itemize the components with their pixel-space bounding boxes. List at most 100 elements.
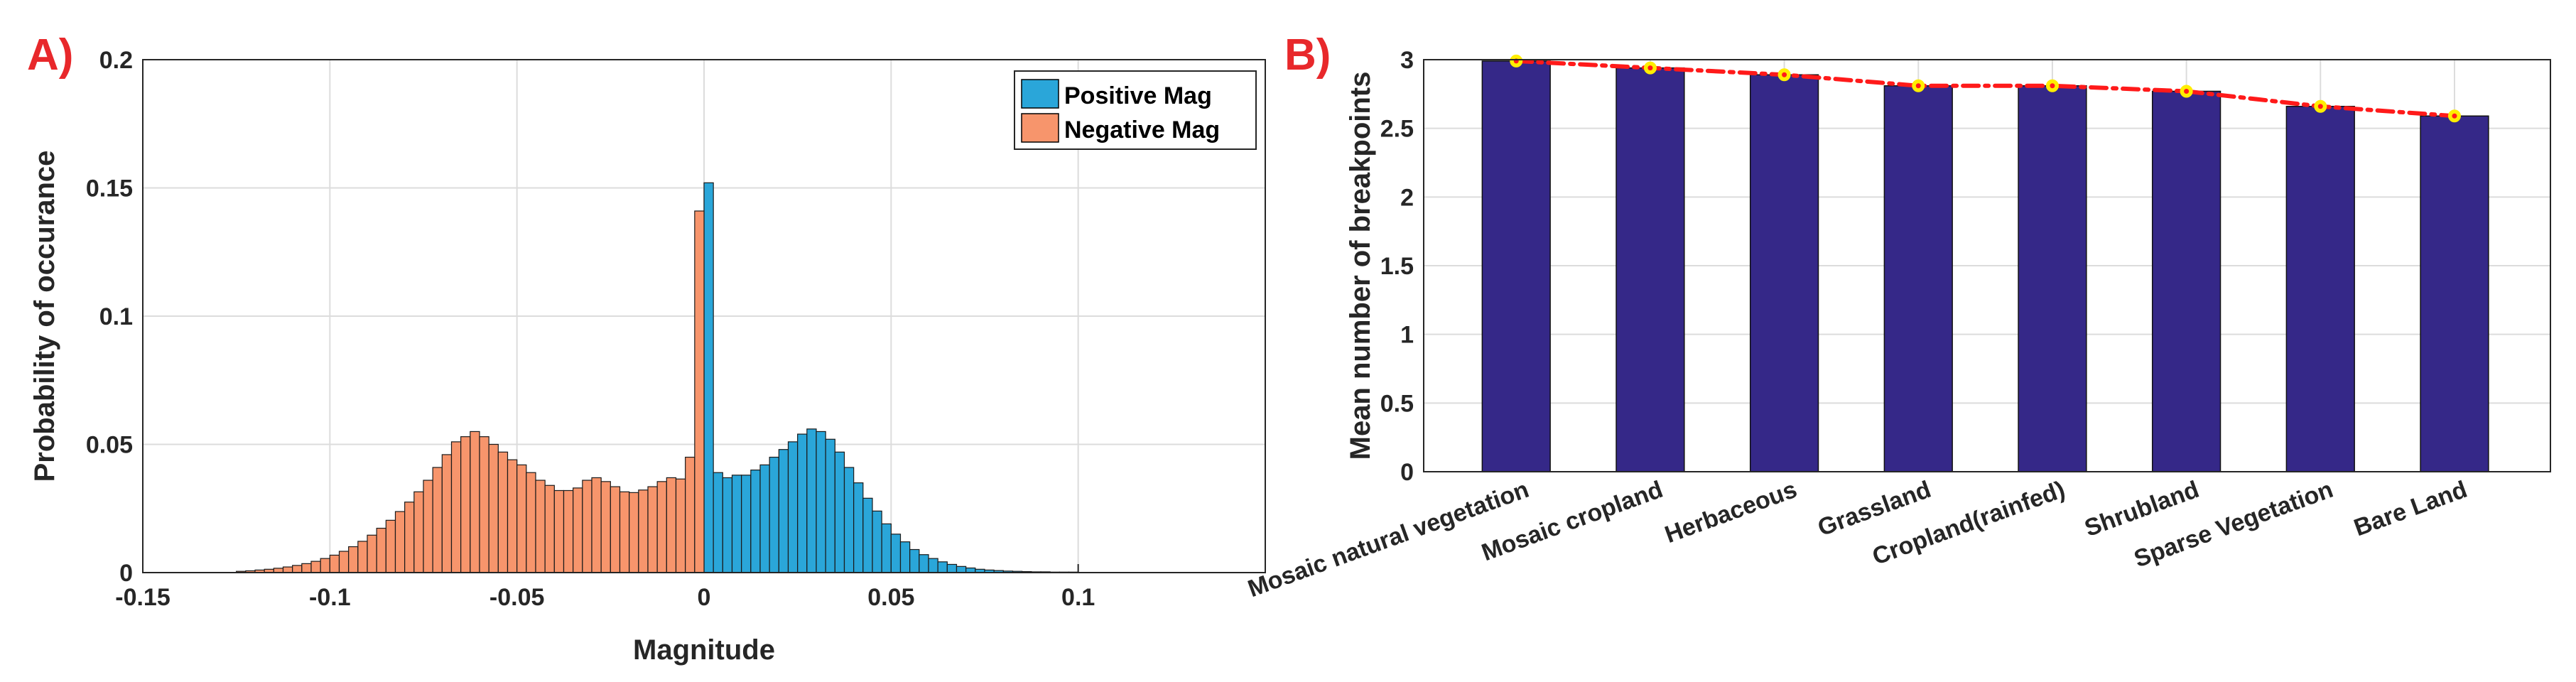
negative-mag-bar xyxy=(441,454,453,573)
panel-a-tick-labels: -0.15 -0.1 -0.05 0 0.05 0.1 0 0.05 0.1 0.15 0.2 xyxy=(86,47,1095,611)
negative-mag-bar xyxy=(460,436,471,573)
positive-mag-bar xyxy=(750,469,761,573)
panel-a-x-tick-label: 0.05 xyxy=(867,584,914,611)
negative-mag-bar xyxy=(694,210,705,573)
panel-a-legend: Positive Mag Negative Mag xyxy=(1014,70,1257,150)
panel-b-y-tick-label: 0 xyxy=(1400,459,1414,486)
negative-mag-bar xyxy=(292,565,303,573)
trend-marker-center xyxy=(1782,72,1787,77)
negative-mag-bar xyxy=(582,480,592,573)
panel-a-x-tick-label: 0 xyxy=(698,584,711,611)
positive-mag-bar xyxy=(843,467,855,573)
panel-b-y-tick-label: 0.5 xyxy=(1380,390,1414,417)
panel-b-label: B) xyxy=(1284,31,1331,80)
positive-mag-bar xyxy=(956,565,967,573)
positive-mag-bar xyxy=(937,561,948,573)
breakpoint-bar xyxy=(2420,115,2489,472)
panel-a-y-tick-label: 0 xyxy=(119,560,133,587)
negative-mag-bar xyxy=(329,554,340,573)
negative-mag-bar xyxy=(301,563,312,573)
trend-line xyxy=(1514,58,2457,119)
negative-mag-bar xyxy=(685,456,696,573)
negative-mag-bar xyxy=(647,486,658,573)
positive-mag-bar xyxy=(759,464,770,573)
positive-mag-bar xyxy=(797,433,808,573)
panel-a-x-tick-label: 0.1 xyxy=(1061,584,1095,611)
negative-mag-bar xyxy=(619,491,630,573)
legend-swatch-positive xyxy=(1021,79,1059,109)
legend-entry-positive: Positive Mag xyxy=(1064,82,1212,109)
panel-a-y-tick-label: 0.05 xyxy=(86,432,133,459)
negative-mag-bar xyxy=(282,566,293,573)
negative-mag-bar xyxy=(497,451,509,573)
positive-mag-bar xyxy=(862,497,873,573)
panel-b-y-tick-label: 1 xyxy=(1400,322,1414,349)
negative-mag-bar xyxy=(553,489,565,573)
panel-b-grid xyxy=(1424,59,2550,472)
negative-mag-bar xyxy=(600,481,611,573)
trend-marker-center xyxy=(2050,83,2055,89)
panel-a-y-tick-label: 0.15 xyxy=(86,175,133,202)
positive-mag-bar xyxy=(825,438,835,573)
panel-a-y-tick-label: 0.2 xyxy=(99,47,133,74)
panel-a-label: A) xyxy=(27,31,73,80)
panel-a-axes-box xyxy=(142,59,1266,573)
negative-mag-bar xyxy=(629,492,639,573)
panel-a-bars xyxy=(236,182,1079,573)
legend-swatch-negative xyxy=(1021,113,1059,143)
positive-mag-bar xyxy=(722,477,733,573)
positive-mag-bar xyxy=(928,558,938,573)
positive-mag-bar xyxy=(834,451,845,573)
negative-mag-bar xyxy=(675,478,686,573)
panel-b-category-label: Bare Land xyxy=(2350,476,2470,542)
negative-mag-bar xyxy=(507,459,518,573)
negative-mag-bar xyxy=(385,519,396,573)
panel-a-x-tick-label: -0.15 xyxy=(115,584,171,611)
negative-mag-bar xyxy=(423,480,433,573)
negative-mag-bar xyxy=(376,527,386,573)
positive-mag-bar xyxy=(806,428,817,573)
panel-b-y-axis-title: Mean number of breakpoints xyxy=(1345,72,1376,460)
breakpoint-bar xyxy=(2285,105,2355,472)
breakpoint-bar xyxy=(1883,85,1953,472)
positive-mag-bar xyxy=(909,548,920,573)
negative-mag-bar xyxy=(544,485,555,573)
positive-mag-bar xyxy=(816,431,826,573)
negative-mag-bar xyxy=(338,551,350,573)
positive-mag-bar xyxy=(778,449,789,573)
breakpoint-bar xyxy=(2018,85,2087,472)
negative-mag-bar xyxy=(479,436,489,573)
negative-mag-bar xyxy=(563,489,574,573)
positive-mag-bar xyxy=(899,541,911,573)
positive-mag-bar xyxy=(731,475,742,573)
negative-mag-bar xyxy=(656,481,667,573)
negative-mag-bar xyxy=(413,491,424,573)
negative-mag-bar xyxy=(535,480,546,573)
panel-b-axes-box xyxy=(1423,59,2551,472)
positive-mag-bar xyxy=(919,554,929,573)
panel-a-x-tick-label: -0.05 xyxy=(489,584,545,611)
negative-mag-bar xyxy=(638,489,649,573)
positive-mag-bar xyxy=(881,523,892,573)
negative-mag-bar xyxy=(367,534,377,573)
negative-mag-bar xyxy=(404,502,415,573)
trend-marker-center xyxy=(1915,83,1921,89)
panel-b-y-tick-label: 1.5 xyxy=(1380,253,1414,280)
negative-mag-bar xyxy=(488,443,499,573)
positive-mag-bar xyxy=(703,182,714,573)
negative-mag-bar xyxy=(320,558,330,573)
negative-mag-bar xyxy=(573,487,583,573)
trend-marker-center xyxy=(2317,104,2323,109)
negative-mag-bar xyxy=(432,467,443,573)
panel-a-y-tick-label: 0.1 xyxy=(99,303,133,330)
legend-entry-negative: Negative Mag xyxy=(1064,117,1220,144)
negative-mag-bar xyxy=(516,464,527,573)
panel-a-x-axis-title: Magnitude xyxy=(633,634,775,666)
breakpoint-bar xyxy=(1616,67,1685,472)
breakpoint-bar xyxy=(1749,74,1819,472)
positive-mag-bar xyxy=(853,482,864,573)
panel-a-x-tick-label: -0.1 xyxy=(309,584,351,611)
positive-mag-bar xyxy=(890,534,902,573)
trend-marker-center xyxy=(1647,65,1653,71)
